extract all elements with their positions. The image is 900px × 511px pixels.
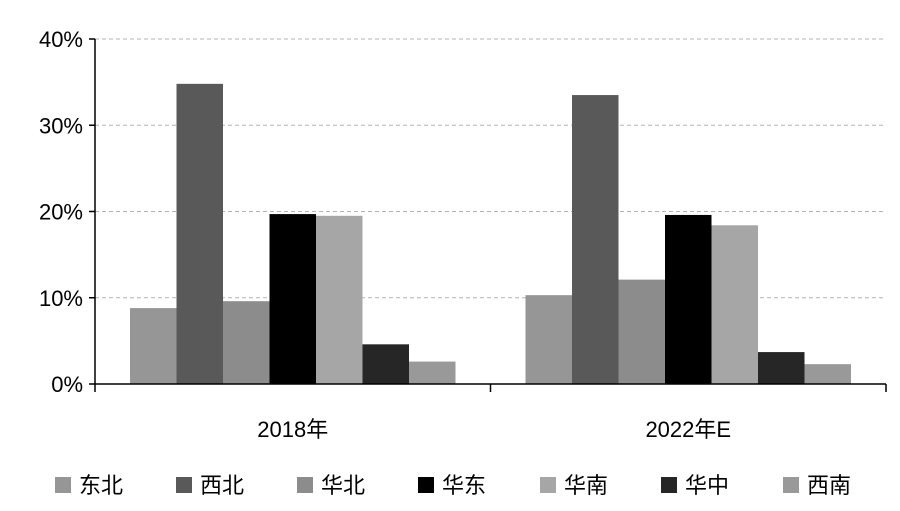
legend-swatch-2 [176, 477, 192, 493]
y-tick-label: 0% [51, 372, 83, 397]
bar-1-1 [130, 308, 177, 384]
legend-swatch-3 [297, 477, 313, 493]
bar-4-1 [269, 214, 316, 384]
y-tick-label: 30% [39, 113, 83, 138]
x-axis-labels: 2018年 2022年E [257, 417, 731, 442]
axes [89, 38, 887, 392]
bar-7-1 [409, 361, 456, 384]
bar-2-2 [572, 95, 619, 384]
legend-label-7: 西南 [807, 473, 851, 498]
bar-2-1 [176, 83, 223, 384]
x-category-label: 2018年 [257, 417, 328, 442]
x-category-label: 2022年E [645, 417, 731, 442]
legend-label-1: 东北 [79, 473, 123, 498]
legend-label-3: 华北 [321, 473, 365, 498]
bar-5-1 [316, 215, 363, 384]
legend-label-2: 西北 [200, 473, 244, 498]
bar-3-2 [618, 279, 665, 384]
legend-swatch-6 [661, 477, 677, 493]
legend: 东北 西北 华北 华东 华南 华中 西南 [55, 473, 851, 498]
y-axis-ticks: 0% 10% 20% 30% 40% [39, 27, 83, 397]
bar-1-2 [525, 295, 572, 384]
bar-4-2 [665, 214, 712, 384]
legend-swatch-5 [540, 477, 556, 493]
bar-6-2 [758, 352, 805, 384]
legend-swatch-7 [783, 477, 799, 493]
bar-3-1 [223, 301, 270, 384]
y-tick-label: 20% [39, 200, 83, 225]
bar-5-2 [711, 225, 758, 384]
y-tick-label: 10% [39, 286, 83, 311]
legend-label-5: 华南 [564, 473, 608, 498]
legend-label-4: 华东 [442, 473, 486, 498]
legend-swatch-1 [55, 477, 71, 493]
bar-7-2 [804, 364, 851, 384]
bar-6-1 [362, 344, 409, 384]
bars [130, 83, 851, 384]
legend-label-6: 华中 [685, 473, 729, 498]
y-tick-label: 40% [39, 27, 83, 52]
legend-swatch-4 [418, 477, 434, 493]
